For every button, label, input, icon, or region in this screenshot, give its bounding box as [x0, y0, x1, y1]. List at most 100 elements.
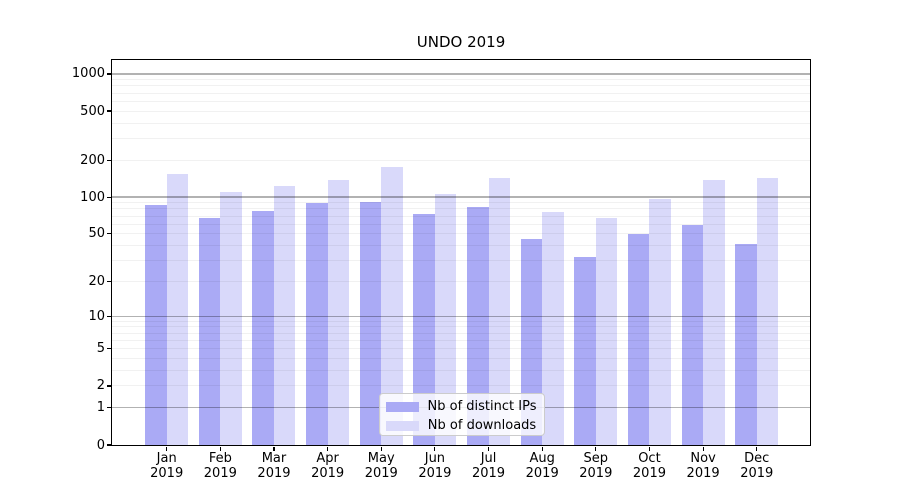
x-tick	[702, 446, 704, 451]
x-tick	[434, 446, 436, 451]
y-tick-label: 20	[88, 273, 105, 289]
x-tick-label-year: 2019	[579, 466, 613, 481]
bar-distinct-ips-sep	[574, 257, 596, 445]
x-tick-label-month: Jan	[156, 451, 177, 466]
gridline-minor	[112, 348, 810, 350]
x-tick-label-year: 2019	[740, 466, 774, 481]
x-tick-label-month: Mar	[261, 451, 287, 466]
x-tick-label: Apr 2019	[300, 451, 356, 481]
legend: Nb of distinct IPs Nb of downloads	[379, 393, 545, 436]
y-tick-label: 5	[96, 341, 105, 357]
x-tick-label: Aug 2019	[514, 451, 570, 481]
x-tick-label: Jan 2019	[139, 451, 195, 481]
y-tick-label: 100	[80, 189, 105, 205]
y-tick	[106, 280, 111, 283]
gridline-major	[112, 196, 810, 198]
gridline-minor	[112, 280, 810, 282]
y-tick	[106, 348, 111, 350]
legend-label-downloads: Nb of downloads	[427, 418, 537, 433]
y-tick	[106, 110, 111, 112]
legend-swatch-downloads	[386, 420, 419, 431]
x-tick-label: Dec 2019	[729, 451, 785, 481]
x-tick	[327, 446, 329, 451]
bar-downloads-may	[381, 166, 403, 445]
x-tick-label-year: 2019	[257, 466, 291, 481]
x-tick-label-month: Apr	[316, 451, 339, 466]
bar-distinct-ips-nov	[681, 225, 704, 445]
x-tick-label-year: 2019	[311, 466, 345, 481]
x-tick-label-month: May	[367, 451, 395, 466]
bar-distinct-ips-mar	[252, 210, 274, 445]
gridline-minor	[112, 332, 810, 334]
x-tick	[380, 446, 382, 451]
y-tick	[106, 385, 111, 387]
y-tick-label: 500	[80, 103, 105, 119]
y-tick	[106, 159, 111, 161]
legend-label-distinct-ips: Nb of distinct IPs	[427, 399, 537, 414]
bar-downloads-sep	[595, 217, 618, 445]
bar-downloads-jul	[488, 178, 511, 445]
chart-title: UNDO 2019	[416, 33, 506, 51]
gridline-minor	[112, 208, 810, 210]
x-tick-label-year: 2019	[686, 466, 720, 481]
x-tick-label-year: 2019	[364, 466, 398, 481]
gridline-minor	[112, 320, 810, 322]
x-tick	[595, 446, 597, 451]
x-tick	[648, 446, 651, 451]
x-tick-label-month: Aug	[529, 451, 555, 466]
gridline-minor	[112, 326, 810, 328]
gridline-minor	[112, 233, 810, 235]
y-tick	[106, 407, 111, 409]
bar-distinct-ips-oct	[627, 233, 650, 445]
bar-downloads-jun	[434, 193, 457, 445]
gridline-minor	[112, 92, 810, 94]
x-tick-label: Jul 2019	[461, 451, 517, 481]
legend-entry-distinct-ips: Nb of distinct IPs	[386, 397, 544, 416]
y-tick-label: 10	[88, 308, 105, 324]
gridline-minor	[112, 215, 810, 217]
x-tick	[487, 446, 490, 451]
bar-distinct-ips-dec	[735, 244, 757, 445]
gridline-minor	[112, 122, 810, 124]
x-tick-label-month: Nov	[690, 451, 716, 466]
x-tick-label: Feb 2019	[192, 451, 248, 481]
bar-downloads-jan	[166, 173, 189, 445]
bar-downloads-nov	[703, 179, 725, 445]
x-tick-label: Nov 2019	[675, 451, 731, 481]
x-tick-label: Mar 2019	[246, 451, 302, 481]
x-tick	[756, 446, 758, 451]
gridline-minor	[112, 358, 810, 360]
x-tick	[219, 446, 221, 451]
bar-distinct-ips-may	[359, 201, 382, 445]
gridline-minor	[112, 79, 810, 81]
x-tick-label-year: 2019	[525, 466, 559, 481]
gridline-minor	[112, 385, 810, 387]
gridline-major	[112, 315, 810, 317]
bar-downloads-dec	[756, 178, 779, 445]
y-tick-label: 1000	[71, 66, 105, 82]
bar-distinct-ips-apr	[306, 202, 328, 445]
y-tick	[106, 315, 111, 317]
y-tick-label: 50	[88, 226, 105, 242]
y-tick	[106, 233, 111, 235]
gridline-minor	[112, 370, 810, 372]
gridline-minor	[112, 245, 810, 247]
x-tick-label-month: Dec	[744, 451, 770, 466]
bar-downloads-mar	[273, 185, 296, 445]
y-tick-label: 200	[80, 152, 105, 168]
ticks-layer	[106, 60, 810, 451]
x-tick-label-month: Feb	[208, 451, 232, 466]
x-tick-label: Jun 2019	[407, 451, 463, 481]
gridline-minor	[112, 260, 810, 262]
plot-area	[106, 59, 811, 451]
x-tick-label-year: 2019	[150, 466, 184, 481]
gridline-minor	[112, 339, 810, 341]
x-tick	[273, 446, 275, 451]
gridline-major	[112, 73, 810, 75]
gridline-minor	[112, 137, 810, 139]
x-tick-label-month: Oct	[638, 451, 661, 466]
gridline-minor	[112, 223, 810, 225]
gridline-minor	[112, 202, 810, 204]
gridline-minor	[112, 100, 810, 102]
y-tick	[106, 73, 111, 75]
